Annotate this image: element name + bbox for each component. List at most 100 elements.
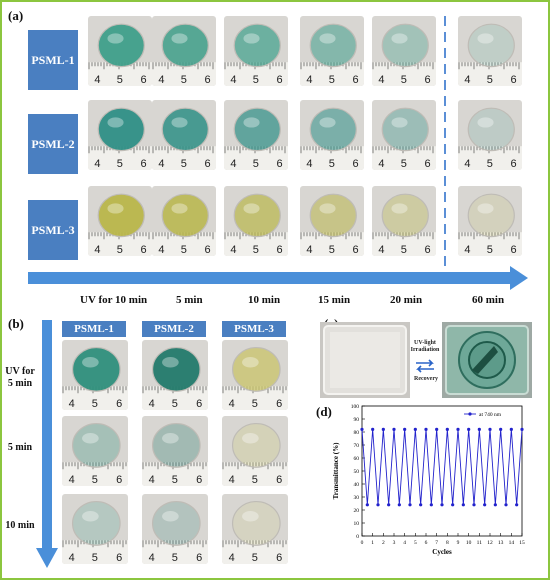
ruler-number: 6 xyxy=(352,158,358,170)
reversible-arrows-icon xyxy=(416,359,434,373)
ruler-number: 6 xyxy=(140,244,146,256)
ruler-number: 5 xyxy=(252,398,258,410)
sample-tag-b-PSML-1: PSML-1 xyxy=(62,321,126,337)
x-tick-label: 10 xyxy=(466,540,472,546)
y-tick-label: 60 xyxy=(354,456,360,462)
data-point xyxy=(472,503,476,507)
ruler-number: 6 xyxy=(140,158,146,170)
sample-tag-a-PSML-1: PSML-1 xyxy=(28,30,78,90)
ruler-number: 4 xyxy=(306,74,312,86)
ruler-number: 5 xyxy=(172,552,178,564)
sample-tag-a-PSML-3: PSML-3 xyxy=(28,200,78,260)
ruler-number: 6 xyxy=(204,74,210,86)
data-point xyxy=(483,503,487,507)
sample-tag-b-PSML-3: PSML-3 xyxy=(222,321,286,337)
photo-a-r2-c3: 4 5 6 xyxy=(300,186,364,256)
ruler-number: 4 xyxy=(149,398,155,410)
uv-irradiation-text: UV-light Irradiation xyxy=(410,340,440,353)
ruler-number: 4 xyxy=(69,474,75,486)
y-tick-label: 80 xyxy=(354,430,360,436)
data-point xyxy=(445,427,449,431)
series-line xyxy=(361,429,523,505)
data-point xyxy=(435,427,439,431)
photo-a-r1-c2: 4 5 6 xyxy=(224,100,288,170)
photo-a-r2-c5: 4 5 6 xyxy=(458,186,522,256)
ruler-number: 6 xyxy=(424,74,430,86)
ruler-number: 6 xyxy=(276,398,282,410)
ruler-number: 6 xyxy=(352,244,358,256)
ruler-number: 4 xyxy=(378,244,384,256)
data-point xyxy=(456,427,460,431)
ruler-number: 5 xyxy=(117,244,123,256)
ruler-number: 5 xyxy=(172,398,178,410)
ruler-number: 5 xyxy=(181,244,187,256)
photo-a-r1-c0: 4 5 6 xyxy=(88,100,152,170)
y-tick-label: 50 xyxy=(354,469,360,475)
data-point xyxy=(520,427,524,431)
panel-b-time-label: 5 min xyxy=(7,442,33,453)
x-tick-label: 3 xyxy=(393,540,396,546)
ruler-number: 5 xyxy=(401,158,407,170)
data-point xyxy=(509,427,513,431)
ruler-number: 5 xyxy=(172,474,178,486)
data-point xyxy=(477,427,481,431)
ruler-number: 6 xyxy=(276,552,282,564)
panel-a-divider xyxy=(444,16,446,278)
data-point xyxy=(365,503,369,507)
sample-tag-b-PSML-2: PSML-2 xyxy=(142,321,206,337)
data-point xyxy=(467,427,471,431)
ruler-number: 4 xyxy=(94,244,100,256)
ruler-number: 6 xyxy=(116,474,122,486)
ruler-number: 4 xyxy=(464,244,470,256)
ruler-number: 5 xyxy=(329,158,335,170)
ruler-number: 6 xyxy=(352,74,358,86)
data-point xyxy=(440,503,444,507)
ruler-number: 6 xyxy=(116,552,122,564)
ruler-number: 5 xyxy=(92,552,98,564)
photo-a-r0-c2: 4 5 6 xyxy=(224,16,288,86)
photo-b-r2-c2: 4 5 6 xyxy=(222,494,288,564)
ruler-number: 4 xyxy=(229,398,235,410)
time-label: 60 min xyxy=(472,294,505,306)
data-point xyxy=(451,503,455,507)
ruler-number: 4 xyxy=(230,158,236,170)
photo-a-r1-c5: 4 5 6 xyxy=(458,100,522,170)
ruler-number: 4 xyxy=(378,158,384,170)
ruler-number: 6 xyxy=(276,158,282,170)
x-tick-label: 6 xyxy=(425,540,428,546)
ruler-number: 4 xyxy=(94,158,100,170)
data-point xyxy=(376,503,380,507)
ruler-number: 5 xyxy=(487,74,493,86)
time-label: 10 min xyxy=(248,294,281,306)
ruler-number: 5 xyxy=(401,244,407,256)
film-clear-photo xyxy=(320,322,410,398)
photo-a-r2-c4: 4 5 6 xyxy=(372,186,436,256)
ruler-number: 4 xyxy=(158,74,164,86)
ruler-number: 5 xyxy=(92,398,98,410)
y-tick-label: 40 xyxy=(354,482,360,488)
x-tick-label: 15 xyxy=(519,540,525,546)
ruler-number: 5 xyxy=(401,74,407,86)
photo-b-r0-c2: 4 5 6 xyxy=(222,340,288,410)
ruler-number: 4 xyxy=(464,74,470,86)
recovery-text: Recovery xyxy=(414,376,438,382)
time-label: 15 min xyxy=(318,294,351,306)
data-point xyxy=(360,427,364,431)
ruler-number: 6 xyxy=(276,474,282,486)
ruler-number: 5 xyxy=(181,74,187,86)
ruler-number: 4 xyxy=(464,158,470,170)
photo-b-r2-c1: 4 5 6 xyxy=(142,494,208,564)
ruler-number: 6 xyxy=(116,398,122,410)
ruler-number: 4 xyxy=(69,552,75,564)
data-point xyxy=(371,427,375,431)
ruler-number: 6 xyxy=(204,244,210,256)
ruler-number: 4 xyxy=(229,552,235,564)
x-tick-label: 11 xyxy=(477,540,483,546)
photo-b-r2-c0: 4 5 6 xyxy=(62,494,128,564)
photo-b-r0-c0: 4 5 6 xyxy=(62,340,128,410)
data-point xyxy=(403,427,407,431)
data-point xyxy=(392,427,396,431)
ruler-number: 6 xyxy=(424,244,430,256)
photo-b-r0-c1: 4 5 6 xyxy=(142,340,208,410)
ruler-number: 6 xyxy=(140,74,146,86)
